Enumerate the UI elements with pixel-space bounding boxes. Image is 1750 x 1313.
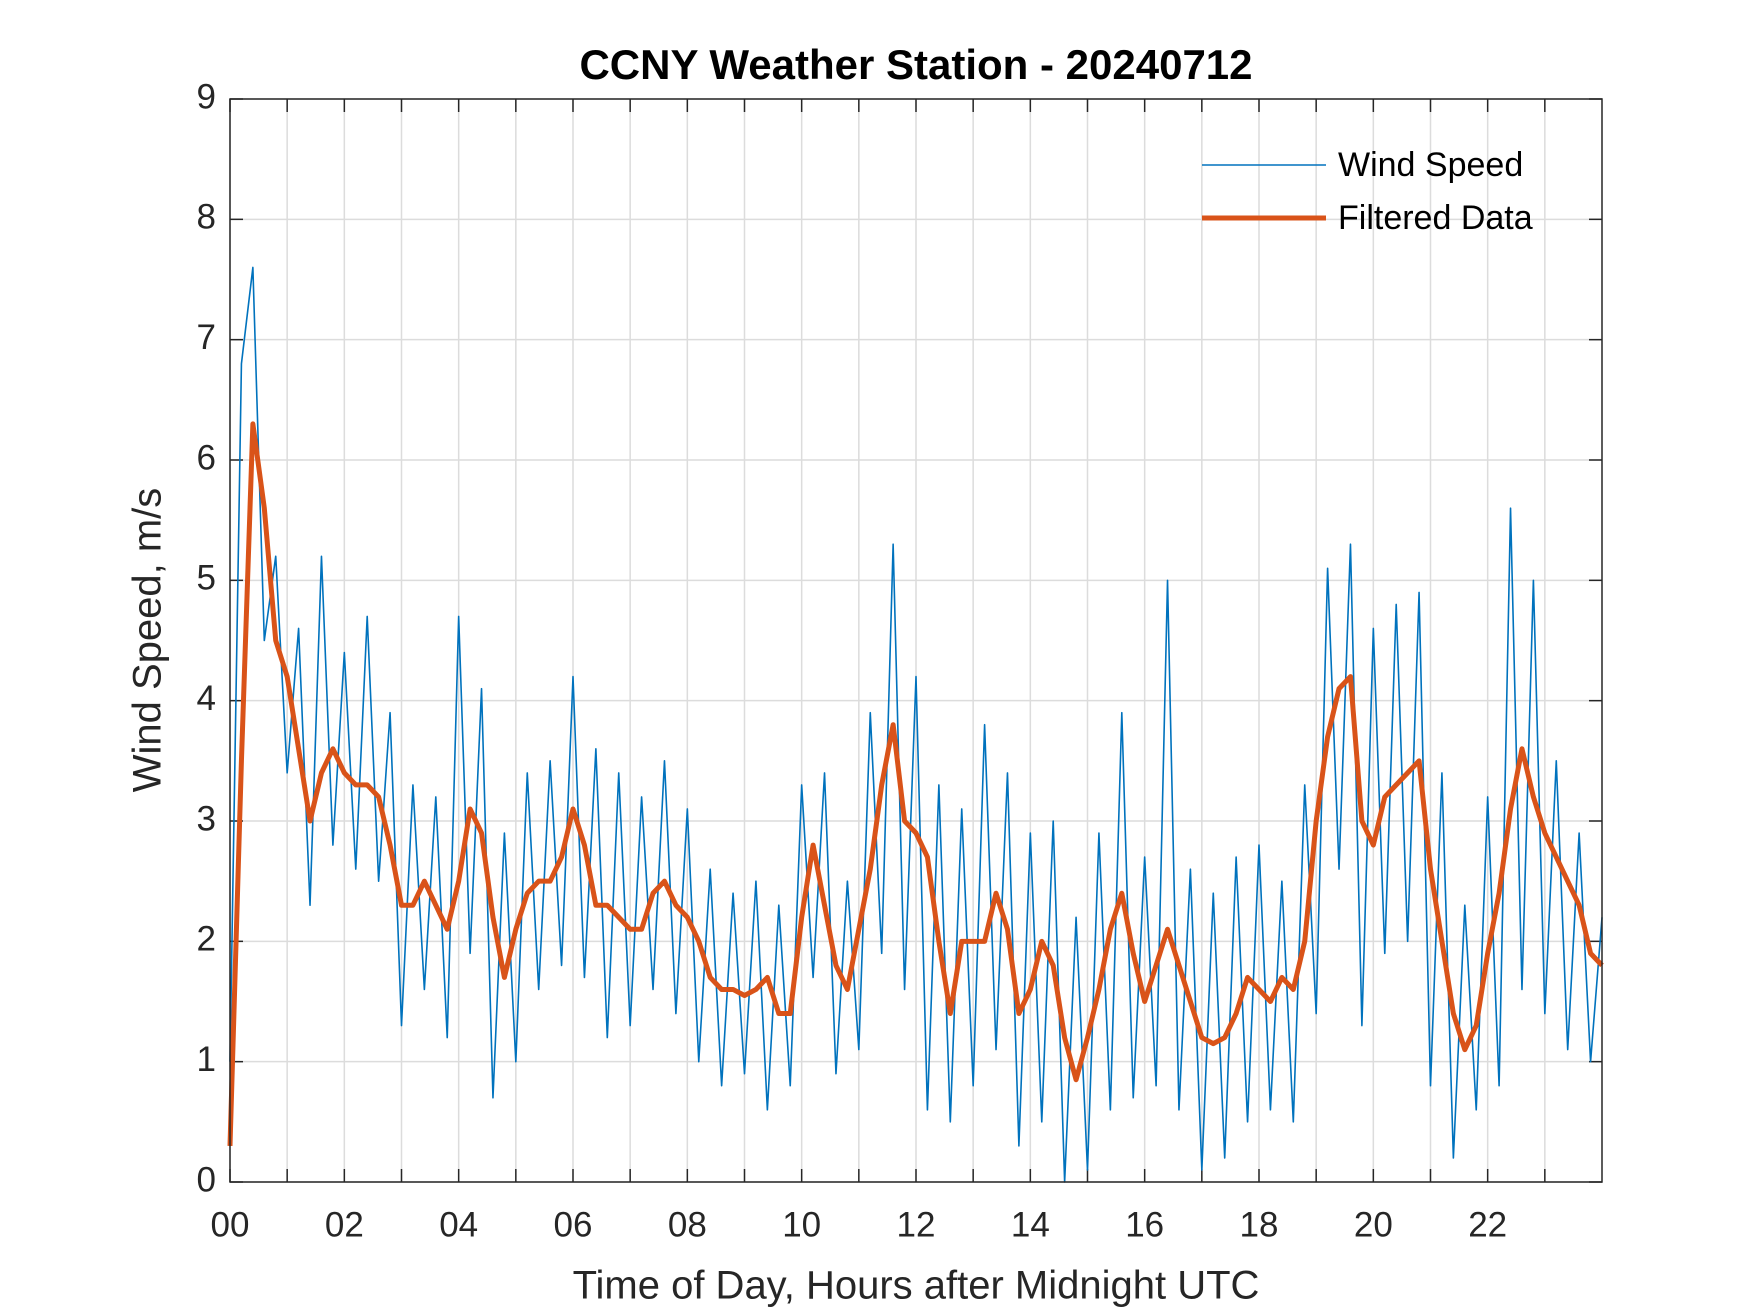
legend-label: Filtered Data	[1338, 199, 1533, 237]
x-tick-label: 20	[1354, 1205, 1393, 1244]
series-line	[227, 421, 1604, 1146]
plot-frame	[229, 98, 1603, 1183]
y-tick-label: 1	[197, 1040, 216, 1079]
x-tick-label: 14	[1011, 1205, 1050, 1244]
x-tick-label: 00	[211, 1205, 250, 1244]
y-tick-label: 5	[197, 559, 216, 598]
y-tick-label: 6	[197, 438, 216, 477]
y-tick-label: 3	[197, 799, 216, 838]
legend-label: Wind Speed	[1338, 146, 1523, 184]
x-tick-label: 22	[1468, 1205, 1507, 1244]
chart-title: CCNY Weather Station - 20240712	[579, 41, 1252, 88]
x-tick-label: 16	[1125, 1205, 1164, 1244]
series-line	[229, 266, 1603, 1183]
x-tick-label: 10	[782, 1205, 821, 1244]
y-tick-label: 4	[197, 679, 216, 718]
x-tick-label: 18	[1240, 1205, 1279, 1244]
x-axis-label: Time of Day, Hours after Midnight UTC	[573, 1264, 1260, 1308]
x-tick-label: 08	[668, 1205, 707, 1244]
y-tick-label: 8	[197, 198, 216, 237]
x-tick-label: 02	[325, 1205, 364, 1244]
x-tick-label: 04	[439, 1205, 478, 1244]
x-tick-label: 06	[554, 1205, 593, 1244]
y-tick-label: 0	[197, 1160, 216, 1199]
y-tick-label: 2	[197, 920, 216, 959]
y-axis-label: Wind Speed, m/s	[126, 488, 170, 793]
y-tick-label: 9	[197, 77, 216, 116]
y-tick-label: 7	[197, 318, 216, 357]
x-tick-label: 12	[897, 1205, 936, 1244]
